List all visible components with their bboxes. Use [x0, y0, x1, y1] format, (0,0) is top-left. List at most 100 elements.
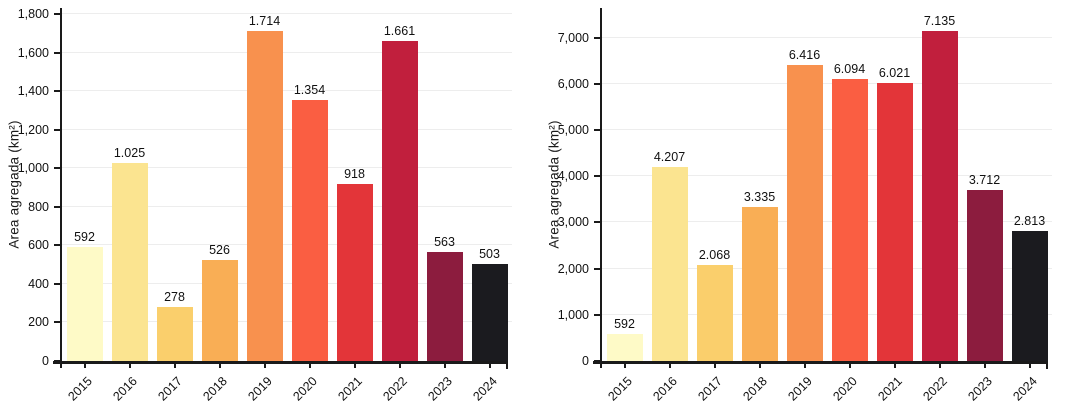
y-tick-mark-6,000: [593, 82, 600, 85]
bar-2023: 563: [426, 235, 463, 361]
bar-slot-2017: 2.068: [692, 8, 737, 361]
x-axis-line: [593, 361, 1048, 368]
y-axis-line: [599, 8, 602, 368]
bar-slot-2015: 592: [602, 8, 647, 361]
y-tick-label-1,800: 1,800: [17, 6, 49, 21]
x-tick-label-2019: 2019: [784, 374, 815, 404]
x-tick-mark-2016: [668, 362, 671, 368]
gridline-6,000: [602, 82, 1052, 84]
x-tick-mark-2023: [983, 362, 986, 368]
x-axis-labels-area: 2015 2016 2017 2018 2019 2020 2021 2022 2023 2024: [62, 361, 512, 404]
x-tick-mark-2023: [443, 362, 446, 368]
gridline-1,800: [62, 12, 512, 14]
gridline-800: [62, 205, 512, 207]
x-tick-label-2022: 2022: [919, 374, 950, 404]
bar-value-label-2022: 1.661: [383, 23, 416, 38]
gridline-4,000: [602, 175, 1052, 177]
y-tick-label-7,000: 7,000: [557, 30, 589, 45]
bar-value-label-2021: 918: [344, 167, 365, 182]
bar-slot-2016: 1.025: [107, 8, 152, 361]
x-tick-mark-2024: [488, 362, 491, 368]
bar-2020: 1.354: [291, 83, 328, 361]
x-axis-labels-area: 2015 2016 2017 2018 2019 2020 2021 2022 2023 2024: [602, 361, 1052, 404]
bar-value-label-2020: 6.094: [833, 62, 866, 77]
y-tick-label-1,600: 1,600: [17, 45, 49, 60]
gridline-5,000: [602, 128, 1052, 130]
y-tick-label-600: 600: [28, 238, 49, 253]
bar-slot-2018: 526: [197, 8, 242, 361]
bar-2024: 503: [471, 247, 508, 361]
y-axis-title-text: Area agregada (km²): [6, 120, 22, 249]
bar-value-label-2023: 563: [434, 235, 455, 250]
x-tick-mark-2015: [623, 362, 626, 368]
y-tick-label-0: 0: [582, 354, 589, 368]
x-tick-label-2016: 2016: [649, 374, 680, 404]
x-tick-mark-2015: [83, 362, 86, 368]
bar-2018: 3.335: [741, 190, 778, 361]
x-tick-mark-2016: [128, 362, 131, 368]
bar-value-label-2015: 592: [74, 229, 95, 244]
y-tick-mark-1,800: [53, 12, 60, 15]
gridline-600: [62, 244, 512, 246]
bar-2019: 1.714: [246, 14, 283, 361]
gridline-400: [62, 282, 512, 284]
y-tick-label-3,000: 3,000: [557, 215, 589, 230]
x-tick-mark-2018: [758, 362, 761, 368]
x-tick-mark-2021: [893, 362, 896, 368]
x-tick-label-2016: 2016: [109, 374, 140, 404]
y-tick-label-200: 200: [28, 315, 49, 330]
y-tick-mark-1,000: [53, 167, 60, 170]
bar-2021: 918: [336, 167, 373, 361]
x-tick-label-2022: 2022: [379, 374, 410, 404]
bar-2016: 4.207: [651, 150, 688, 361]
y-tick-mark-3,000: [593, 221, 600, 224]
bar-slot-2018: 3.335: [737, 8, 782, 361]
bar-value-label-2024: 2.813: [1013, 214, 1046, 229]
bar-2019: 6.416: [786, 48, 823, 361]
y-tick-mark-0: [593, 360, 600, 362]
gridline-1,600: [62, 51, 512, 53]
x-tick-label-2020: 2020: [289, 374, 320, 404]
bar-chart-right: Area agregada (km²) 592 4.207 2.068 3.335 6.…: [540, 0, 1080, 404]
bar-chart-left: Area agregada (km²) 592 1.025 278 526 1.714 1…: [0, 6, 512, 404]
y-tick-label-1,400: 1,400: [17, 84, 49, 99]
bar-value-label-2019: 6.416: [788, 47, 821, 62]
x-tick-mark-2019: [803, 362, 806, 368]
y-tick-mark-4,000: [593, 175, 600, 178]
bar-value-label-2016: 1.025: [113, 146, 146, 161]
y-tick-label-400: 400: [28, 276, 49, 291]
bar-value-label-2018: 3.335: [743, 189, 776, 204]
bar-slot-2020: 1.354: [287, 8, 332, 361]
y-tick-mark-1,600: [53, 51, 60, 54]
bar-value-label-2024: 503: [479, 247, 500, 262]
x-tick-mark-2020: [308, 362, 311, 368]
x-tick-label-2018: 2018: [739, 374, 770, 404]
bar-slot-2024: 503: [467, 8, 512, 361]
x-tick-mark-2022: [398, 362, 401, 368]
bar-2015: 592: [606, 317, 643, 361]
y-tick-label-6,000: 6,000: [557, 76, 589, 91]
bar-slot-2015: 592: [62, 8, 107, 361]
x-tick-mark-2021: [353, 362, 356, 368]
y-axis-title-left: Area agregada (km²): [0, 8, 28, 361]
bars-layer: 592 4.207 2.068 3.335 6.416 6.094 6.021 7.135 3.…: [602, 8, 1052, 361]
gridline-3,000: [602, 221, 1052, 223]
bar-2021: 6.021: [876, 66, 913, 361]
y-tick-mark-1,200: [53, 128, 60, 131]
x-tick-label-2019: 2019: [244, 374, 275, 404]
y-axis-title-text: Area agregada (km²): [546, 120, 562, 249]
bar-value-label-2017: 278: [164, 290, 185, 305]
bar-2020: 6.094: [831, 62, 868, 361]
y-tick-label-800: 800: [28, 199, 49, 214]
gridline-1,000: [602, 313, 1052, 315]
y-tick-mark-1,000: [593, 313, 600, 316]
x-tick-label-2021: 2021: [874, 374, 905, 404]
bar-2016: 1.025: [111, 146, 148, 361]
bar-2022: 7.135: [921, 14, 958, 361]
x-tick-label-2018: 2018: [199, 374, 230, 404]
bar-2015: 592: [66, 230, 103, 361]
y-tick-mark-400: [53, 282, 60, 285]
bar-value-label-2019: 1.714: [248, 13, 281, 28]
bar-slot-2021: 918: [332, 8, 377, 361]
